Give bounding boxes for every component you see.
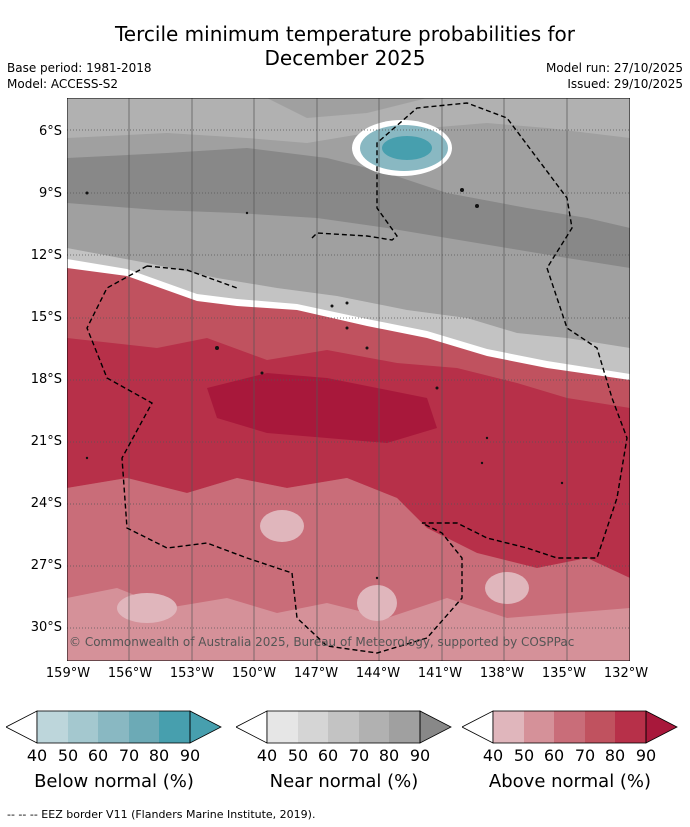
y-tick-label: 18°S [30,372,62,387]
above-normal-colorbar [462,710,678,744]
y-tick-label: 30°S [30,620,62,635]
issued-date: Issued: 29/10/2025 [567,77,683,91]
above-cb-tri-left [462,710,494,744]
below-normal-label: Below normal (%) [34,771,194,792]
above-cb-cell [493,711,524,743]
x-tick-label: 147°W [293,666,339,681]
y-tick-label: 12°S [30,248,62,263]
above-cb-cell [524,711,554,743]
cb-tick: 40 [26,746,48,765]
cb-tick: 90 [179,746,201,765]
meta-right: Model run: 27/10/2025 Issued: 29/10/2025 [546,60,683,92]
above-90-zone [207,373,437,443]
x-tick-label: 135°W [541,666,587,681]
above-normal-label: Above normal (%) [488,771,652,792]
near-normal-top [67,98,630,143]
cb-tick: 60 [317,746,339,765]
x-tick-label: 141°W [417,666,463,681]
islands [85,188,564,580]
model-name: Model: ACCESS-S2 [7,77,119,91]
cb-tick: 50 [287,746,309,765]
map-svg: © Commonwealth of Australia 2025, Bureau… [67,98,630,661]
x-tick-label: 144°W [355,666,401,681]
cb-tick: 50 [513,746,535,765]
longitude-gridlines [128,98,568,661]
below-cb-cell [37,711,68,743]
cb-tick: 90 [409,746,431,765]
below-cb-cell [68,711,98,743]
cb-tick: 60 [543,746,565,765]
near-cb-cell [328,711,359,743]
y-tick-label: 9°S [38,186,62,201]
cb-tick: 70 [574,746,596,765]
title-line-1: Tercile minimum temperature probabilitie… [114,22,576,46]
base-period: Base period: 1981-2018 [7,61,152,75]
map-title: Tercile minimum temperature probabilitie… [0,22,690,70]
below-cb-frame [36,710,191,744]
above-cb-cell [585,711,615,743]
x-tick-label: 138°W [479,666,525,681]
eez-legend-footer: -- -- -- EEZ border V11 (Flanders Marine… [7,808,316,821]
white-boundary [67,258,630,380]
probability-map: © Commonwealth of Australia 2025, Bureau… [67,98,630,661]
cb-tick: 80 [604,746,626,765]
y-tick-label: 21°S [30,434,62,449]
cb-tick: 80 [378,746,400,765]
above-cb-cell [554,711,585,743]
above-cb-frame [492,710,647,744]
below-normal-90 [382,136,432,160]
y-tick-label: 24°S [30,496,62,511]
x-tick-label: 156°W [107,666,153,681]
above-50-patch-4 [485,572,529,604]
near-cb-tri-left [236,710,268,744]
near-cb-cell [359,711,389,743]
cb-tick: 80 [148,746,170,765]
y-tick-label: 27°S [30,558,62,573]
near-cb-cell [267,711,298,743]
near-normal-label: Near normal (%) [269,771,419,792]
cb-tick: 70 [348,746,370,765]
cb-tick: 40 [256,746,278,765]
x-tick-label: 153°W [169,666,215,681]
below-normal-colorbar [6,710,222,744]
model-run: Model run: 27/10/2025 [545,61,683,75]
near-cb-cell [389,711,420,743]
y-tick-label: 15°S [30,310,62,325]
y-tick-label: 6°S [38,124,62,139]
x-tick-label: 132°W [603,666,649,681]
cb-tick: 60 [87,746,109,765]
near-cb-tri-right [419,710,452,744]
above-80-zone [67,338,630,578]
above-cb-cell [615,711,646,743]
x-tick-label: 150°W [231,666,277,681]
cb-tick: 90 [635,746,657,765]
near-cb-frame [266,710,421,744]
copyright-text: © Commonwealth of Australia 2025, Bureau… [69,635,574,649]
above-50-patch-2 [260,510,304,542]
below-cb-tri-right [189,710,222,744]
below-cb-cell [129,711,159,743]
above-60-zone [67,588,630,661]
cb-tick: 50 [57,746,79,765]
latitude-gridlines [67,129,630,629]
near-normal-colorbar [236,710,452,744]
meta-left: Base period: 1981-2018 Model: ACCESS-S2 [7,60,152,92]
cb-tick: 70 [118,746,140,765]
near-cb-cell [298,711,328,743]
below-cb-cell [98,711,129,743]
x-tick-label: 159°W [45,666,91,681]
below-cb-tri-left [6,710,38,744]
above-50-patch-3 [357,585,397,621]
cb-tick: 40 [482,746,504,765]
below-cb-cell [159,711,190,743]
title-line-2: December 2025 [264,46,426,70]
above-cb-tri-right [645,710,678,744]
eez-borders [86,102,628,654]
near-normal-90-band [67,148,630,268]
above-50-patch [117,593,177,623]
